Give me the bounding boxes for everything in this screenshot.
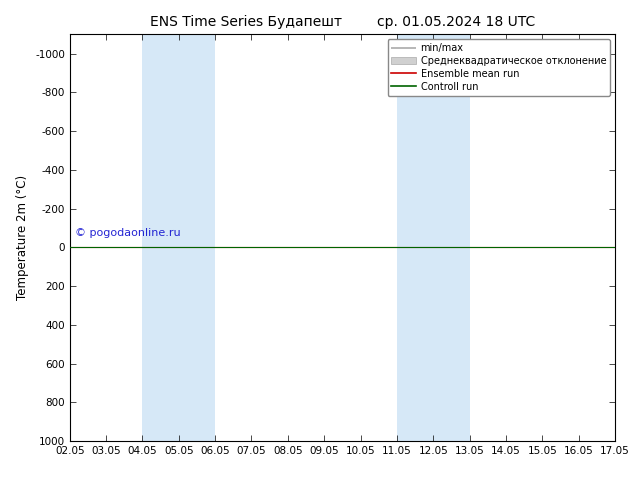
Text: © pogodaonline.ru: © pogodaonline.ru bbox=[75, 228, 181, 238]
Legend: min/max, Среднеквадратическое отклонение, Ensemble mean run, Controll run: min/max, Среднеквадратическое отклонение… bbox=[387, 39, 610, 96]
Bar bbox=[143, 34, 215, 441]
Bar bbox=[397, 34, 470, 441]
Title: ENS Time Series Будапешт        ср. 01.05.2024 18 UTC: ENS Time Series Будапешт ср. 01.05.2024 … bbox=[150, 15, 535, 29]
Y-axis label: Temperature 2m (°C): Temperature 2m (°C) bbox=[16, 175, 29, 300]
